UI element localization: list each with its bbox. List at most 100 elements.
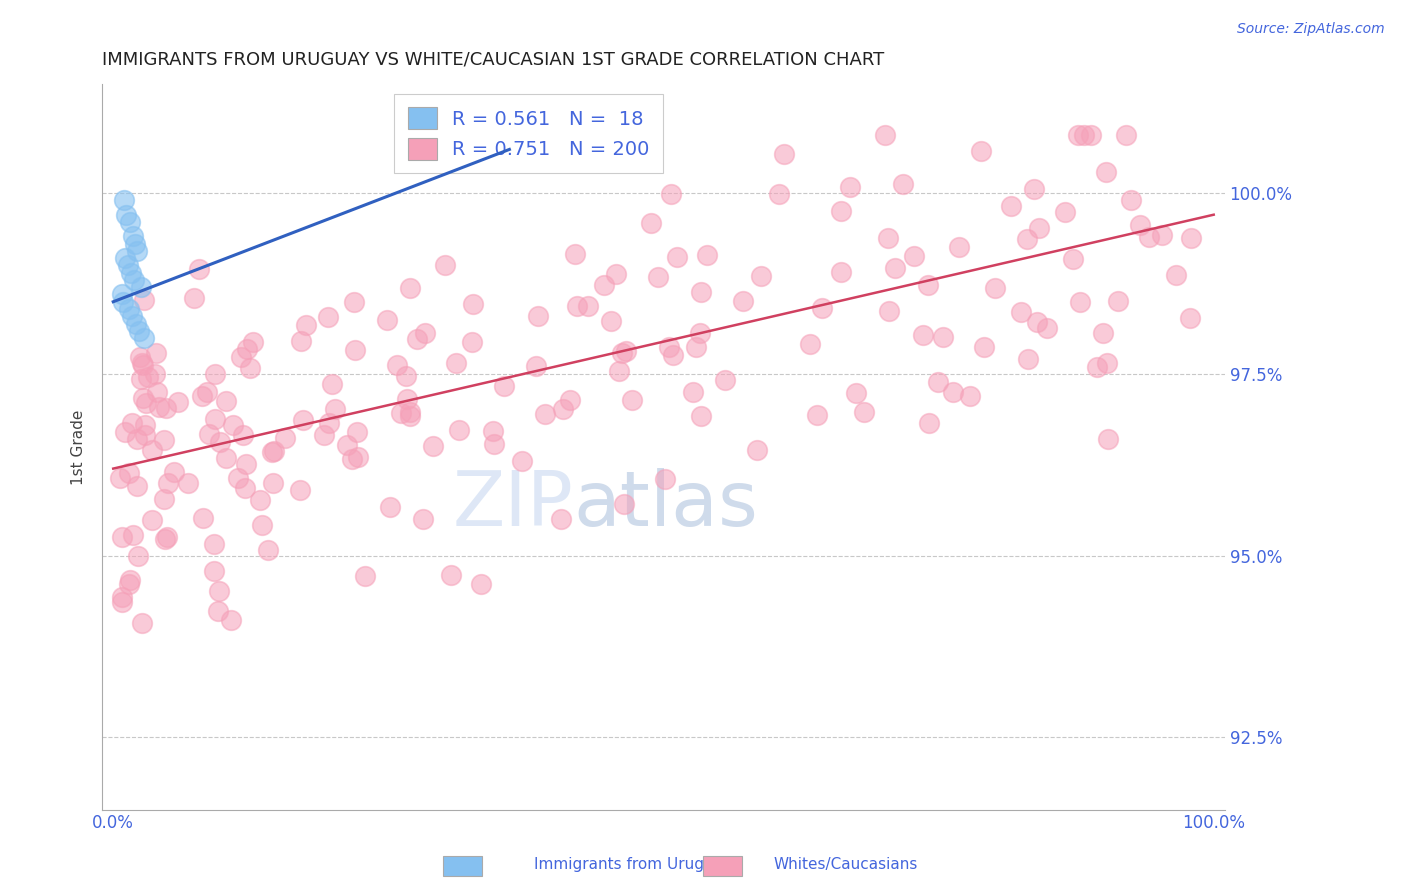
- Text: IMMIGRANTS FROM URUGUAY VS WHITE/CAUCASIAN 1ST GRADE CORRELATION CHART: IMMIGRANTS FROM URUGUAY VS WHITE/CAUCASI…: [103, 51, 884, 69]
- Text: atlas: atlas: [574, 468, 759, 541]
- Point: [1015, 231, 1038, 245]
- Point: [510, 454, 533, 468]
- Point: [852, 405, 875, 419]
- Point: [492, 379, 515, 393]
- Point: [262, 444, 284, 458]
- Point: [1129, 219, 1152, 233]
- Point: [318, 416, 340, 430]
- Point: [447, 423, 470, 437]
- Point: [215, 394, 238, 409]
- Point: [132, 331, 155, 345]
- Point: [155, 401, 177, 415]
- Point: [191, 389, 214, 403]
- Point: [108, 471, 131, 485]
- Point: [127, 478, 149, 492]
- Point: [336, 438, 359, 452]
- Point: [398, 405, 420, 419]
- Point: [122, 528, 145, 542]
- Point: [346, 425, 368, 440]
- Legend: R = 0.561   N =  18, R = 0.751   N = 200: R = 0.561 N = 18, R = 0.751 N = 200: [394, 94, 664, 173]
- Point: [148, 401, 170, 415]
- Point: [877, 303, 900, 318]
- Point: [288, 483, 311, 497]
- Point: [132, 391, 155, 405]
- Point: [1180, 310, 1202, 325]
- Point: [696, 247, 718, 261]
- Point: [115, 208, 138, 222]
- Point: [731, 293, 754, 308]
- Point: [209, 434, 232, 449]
- Point: [1000, 199, 1022, 213]
- Point: [970, 144, 993, 158]
- Point: [810, 301, 832, 315]
- Point: [120, 573, 142, 587]
- Point: [127, 549, 149, 564]
- Point: [1097, 432, 1119, 446]
- Point: [226, 471, 249, 485]
- Point: [1067, 128, 1090, 142]
- Point: [551, 401, 574, 416]
- Point: [1152, 228, 1174, 243]
- Point: [395, 392, 418, 407]
- Point: [177, 475, 200, 490]
- Point: [242, 335, 264, 350]
- Point: [215, 450, 238, 465]
- Point: [122, 273, 145, 287]
- Point: [135, 396, 157, 410]
- Point: [250, 517, 273, 532]
- Point: [830, 204, 852, 219]
- Point: [378, 500, 401, 514]
- Point: [118, 466, 141, 480]
- Point: [129, 280, 152, 294]
- Point: [558, 393, 581, 408]
- Point: [347, 450, 370, 465]
- Point: [343, 343, 366, 358]
- Point: [239, 361, 262, 376]
- Point: [389, 406, 412, 420]
- Point: [121, 416, 143, 430]
- Point: [321, 376, 343, 391]
- Point: [1095, 355, 1118, 369]
- Point: [612, 346, 634, 360]
- Point: [666, 250, 689, 264]
- Point: [263, 443, 285, 458]
- Point: [422, 439, 444, 453]
- Point: [204, 368, 226, 382]
- Point: [1166, 268, 1188, 282]
- Point: [125, 433, 148, 447]
- Point: [1080, 128, 1102, 142]
- Point: [918, 416, 941, 430]
- Point: [1073, 128, 1095, 142]
- Text: Immigrants from Uruguay: Immigrants from Uruguay: [534, 857, 733, 872]
- Point: [640, 216, 662, 230]
- Point: [195, 384, 218, 399]
- Point: [433, 258, 456, 272]
- Point: [111, 590, 134, 604]
- Point: [316, 310, 339, 324]
- Point: [207, 604, 229, 618]
- Point: [614, 344, 637, 359]
- Point: [398, 409, 420, 424]
- Point: [481, 424, 503, 438]
- Point: [1119, 193, 1142, 207]
- Point: [564, 246, 586, 260]
- Point: [198, 426, 221, 441]
- Point: [662, 347, 685, 361]
- Point: [121, 310, 143, 324]
- Point: [1062, 252, 1084, 266]
- Point: [749, 269, 772, 284]
- Point: [153, 532, 176, 546]
- Point: [395, 369, 418, 384]
- Point: [876, 231, 898, 245]
- Point: [124, 236, 146, 251]
- Point: [134, 428, 156, 442]
- Point: [143, 367, 166, 381]
- Point: [232, 428, 254, 442]
- Point: [682, 384, 704, 399]
- Point: [689, 326, 711, 340]
- Point: [117, 259, 139, 273]
- Point: [191, 511, 214, 525]
- Point: [845, 386, 868, 401]
- Point: [122, 229, 145, 244]
- Point: [1025, 315, 1047, 329]
